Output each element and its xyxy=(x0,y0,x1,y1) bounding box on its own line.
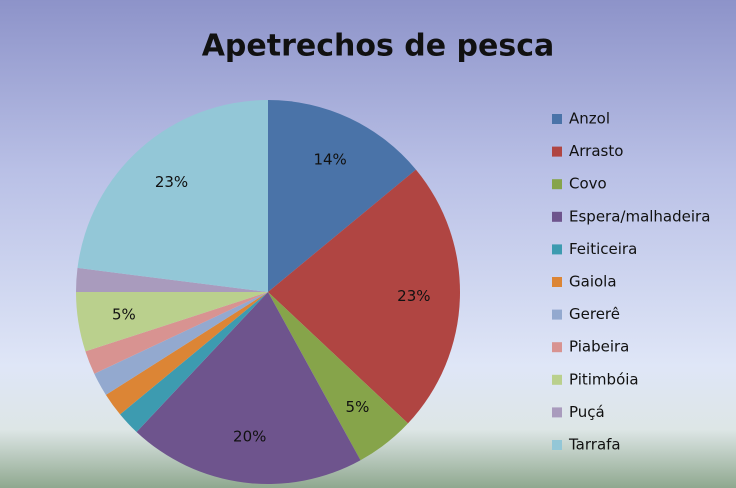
data-label: 5% xyxy=(112,305,136,323)
legend-label: Pitimbóia xyxy=(569,370,639,388)
legend-swatch xyxy=(552,309,562,320)
legend-swatch xyxy=(552,407,562,418)
pie-slice xyxy=(105,292,268,415)
data-label: 23% xyxy=(397,287,430,305)
legend-swatch xyxy=(552,440,562,450)
legend-swatch xyxy=(552,342,562,353)
pie-slice xyxy=(85,292,268,374)
legend-label: Tarrafa xyxy=(568,436,621,454)
legend-swatch xyxy=(552,277,562,287)
pie-slice xyxy=(76,292,268,352)
pie-slice xyxy=(94,292,268,395)
legend-swatch xyxy=(552,179,562,190)
pie-slice xyxy=(268,169,460,424)
data-label: 5% xyxy=(346,398,370,416)
legend-label: Anzol xyxy=(569,110,610,128)
legend-label: Gaiola xyxy=(569,273,617,291)
legend-swatch xyxy=(552,374,562,385)
legend-label: Covo xyxy=(569,175,607,193)
legend-label: Piabeira xyxy=(569,338,629,356)
data-label: 20% xyxy=(233,427,266,445)
legend-label: Espera/malhadeira xyxy=(569,207,710,225)
chart-title: Apetrechos de pesca xyxy=(202,29,555,64)
legend-swatch xyxy=(552,146,562,157)
pie-slice xyxy=(268,292,408,461)
legend-label: Arrasto xyxy=(569,142,623,160)
pie-slice xyxy=(136,292,361,484)
data-label: 14% xyxy=(313,150,346,168)
data-label: 23% xyxy=(155,173,188,191)
legend-swatch xyxy=(552,211,562,222)
pie-slice xyxy=(77,100,268,292)
pie-slice xyxy=(76,267,268,292)
legend-label: Feiticeira xyxy=(569,240,637,258)
legend-label: Puçá xyxy=(569,403,605,421)
pie-slice xyxy=(268,100,416,292)
legend-swatch xyxy=(552,244,562,255)
legend-label: Gererê xyxy=(569,305,620,323)
legend-swatch xyxy=(552,114,562,124)
pie-slice xyxy=(120,292,268,432)
